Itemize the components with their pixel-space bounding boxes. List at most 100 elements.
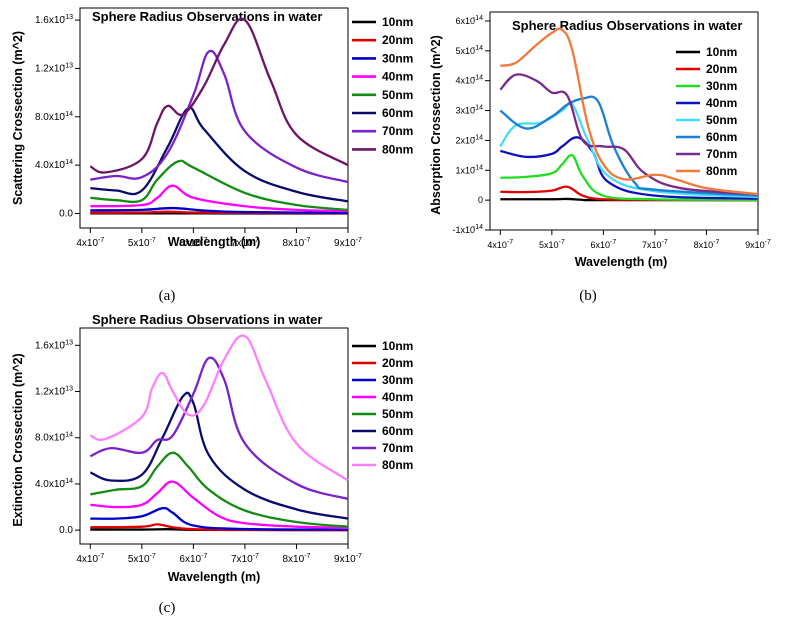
chart-a: Sphere Radius Observations in water Wave…: [11, 7, 413, 304]
series-line-30nm: [90, 506, 349, 531]
series-line-70nm: [499, 73, 759, 196]
series-group-a: [89, 17, 349, 215]
y-tick-exponent: -14: [473, 105, 483, 112]
y-tick-label: 0: [478, 195, 483, 205]
legend-label-50nm: 50nm: [382, 88, 413, 102]
y-tick-label: 2x10: [455, 135, 475, 145]
series-line-50nm: [499, 101, 759, 199]
y-tick-label: 4.0x10: [35, 160, 65, 171]
series-line-70nm: [90, 49, 349, 184]
caption-b: (b): [579, 288, 597, 304]
y-tick-label: 1.6x10: [35, 340, 65, 351]
legend-label-40nm: 40nm: [382, 390, 413, 404]
legend-label-80nm: 80nm: [382, 458, 413, 472]
y-tick-exponent: -14: [473, 15, 483, 22]
y-tick-exponent: -14: [63, 111, 73, 118]
x-tick-label: 5x10-7: [128, 553, 156, 565]
y-tick-exponent: -14: [63, 159, 73, 166]
legend-label-10nm: 10nm: [382, 339, 413, 353]
y-axis-label-a: Scattering Crossection (m^2): [11, 31, 25, 205]
y-tick-label: 1.2x10: [35, 387, 65, 398]
legend-label-30nm: 30nm: [706, 79, 737, 93]
x-tick-label: 6x10-7: [179, 237, 207, 249]
series-line-80nm: [89, 17, 349, 174]
series-line-60nm: [89, 391, 349, 520]
legend-label-60nm: 60nm: [382, 424, 413, 438]
ticks-b: 4x10-7 5x10-7 6x10-7 7x10-7 8x10-7 9x10-7 -1x1…: [452, 15, 770, 250]
y-tick-exponent: -14: [63, 478, 73, 485]
y-axis-label-c: Extinction Crossection (m^2): [11, 353, 25, 526]
x-tick-label: 6x10-7: [591, 239, 617, 250]
caption-c: (c): [159, 600, 176, 616]
y-tick-label: 3x10: [455, 106, 475, 116]
x-tick-label: 4x10-7: [76, 553, 104, 565]
series-line-70nm: [89, 356, 349, 501]
x-tick-label: 4x10-7: [487, 239, 513, 250]
y-tick-exponent: -13: [63, 14, 73, 21]
caption-a: (a): [159, 288, 176, 304]
series-line-80nm: [89, 334, 349, 482]
plot-frame-b: [489, 11, 759, 231]
legend-label-70nm: 70nm: [382, 124, 413, 138]
y-tick-label: 0.0: [59, 525, 73, 536]
y-tick-exponent: -14: [473, 45, 483, 52]
y-tick-label: 1.2x10: [35, 63, 65, 74]
x-tick-label: 8x10-7: [694, 239, 720, 250]
legend-label-40nm: 40nm: [382, 70, 413, 84]
legend-label-60nm: 60nm: [706, 130, 737, 144]
x-tick-label: 9x10-7: [334, 553, 362, 565]
series-line-30nm: [500, 153, 759, 201]
y-tick-exponent: -13: [63, 62, 73, 69]
y-tick-exponent: -13: [63, 339, 73, 346]
y-axis-label-b: Absorption Crossection (m^2): [429, 35, 443, 215]
legend-label-80nm: 80nm: [382, 142, 413, 156]
chart-title-c: Sphere Radius Observations in water: [92, 312, 322, 327]
x-tick-label: 8x10-7: [283, 553, 311, 565]
legend-b: 10nm 20nm 30nm 40nm 50nm 60nm 70nm 80nm: [676, 45, 737, 178]
series-line-50nm: [90, 159, 349, 212]
x-tick-label: 5x10-7: [128, 237, 156, 249]
y-tick-exponent: -13: [63, 386, 73, 393]
x-axis-label-b: Wavelength (m): [575, 255, 668, 269]
legend-label-60nm: 60nm: [382, 106, 413, 120]
legend-label-10nm: 10nm: [706, 45, 737, 59]
x-tick-label: 9x10-7: [334, 237, 362, 249]
x-tick-label: 4x10-7: [76, 237, 104, 249]
y-tick-exponent: -14: [63, 432, 73, 439]
legend-label-70nm: 70nm: [706, 147, 737, 161]
legend-label-80nm: 80nm: [706, 164, 737, 178]
chart-title-b: Sphere Radius Observations in water: [512, 18, 742, 33]
ticks-c: 4x10-7 5x10-7 6x10-7 7x10-7 8x10-7 9x10-7 0.0 4…: [35, 339, 362, 565]
y-tick-label: 1.6x10: [35, 15, 65, 26]
series-group-c: [89, 334, 349, 532]
y-tick-label: 1x10: [455, 165, 475, 175]
legend-label-20nm: 20nm: [706, 62, 737, 76]
legend-label-70nm: 70nm: [382, 441, 413, 455]
y-tick-exponent: -14: [473, 164, 483, 171]
x-tick-label: 9x10-7: [745, 239, 771, 250]
series-line-80nm: [500, 27, 759, 196]
legend-label-30nm: 30nm: [382, 373, 413, 387]
x-tick-label: 5x10-7: [539, 239, 565, 250]
legend-c: 10nm 20nm 30nm 40nm 50nm 60nm 70nm 80nm: [352, 339, 413, 472]
series-line-40nm: [500, 136, 759, 200]
series-group-b: [499, 27, 759, 202]
chart-c: Sphere Radius Observations in water Wave…: [11, 312, 413, 616]
y-tick-label: 6x10: [455, 16, 475, 26]
legend-label-50nm: 50nm: [706, 113, 737, 127]
y-tick-exponent: -14: [473, 134, 483, 141]
series-line-40nm: [90, 184, 349, 213]
legend-a: 10nm 20nm 30nm 40nm 50nm 60nm 70nm 80nm: [352, 15, 413, 156]
y-tick-exponent: -14: [473, 75, 483, 82]
series-line-60nm: [90, 106, 349, 203]
chart-b: Sphere Radius Observations in water Wave…: [429, 11, 771, 304]
y-tick-label: 8.0x10: [35, 112, 65, 123]
y-tick-label: 0.0: [59, 208, 73, 219]
series-line-40nm: [90, 480, 349, 529]
x-tick-label: 6x10-7: [179, 553, 207, 565]
series-line-50nm: [90, 451, 349, 528]
series-line-30nm: [90, 206, 349, 215]
x-tick-label: 7x10-7: [642, 239, 668, 250]
y-tick-label: 4.0x10: [35, 479, 65, 490]
series-line-60nm: [499, 95, 759, 197]
